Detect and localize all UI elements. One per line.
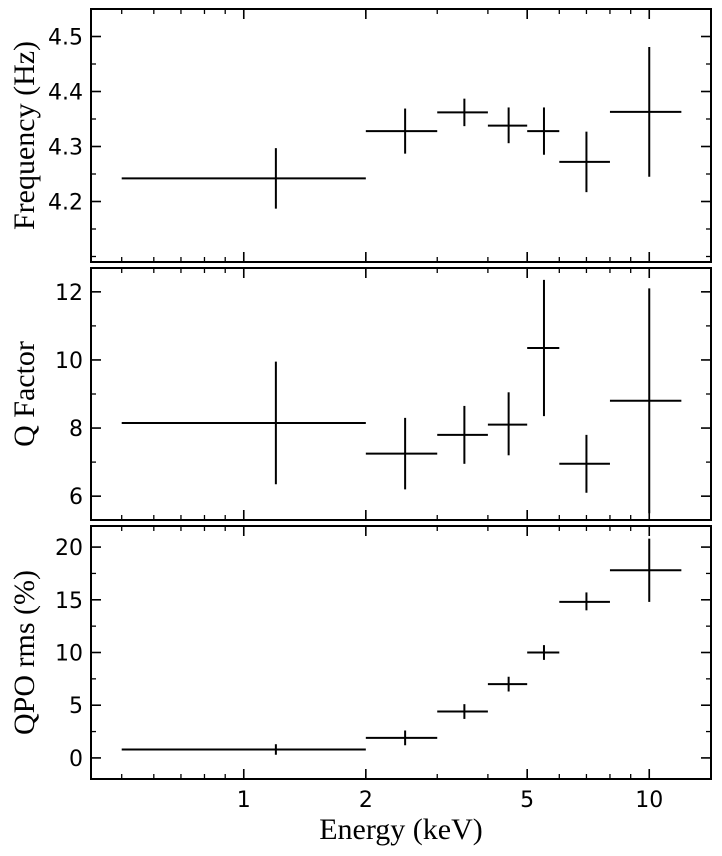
- y-tick-label: 10: [55, 642, 83, 667]
- y-tick-label: 4.2: [48, 191, 83, 216]
- panel-3: 0 5 10 15 20 QPO rms (%) 1 2 5 10 Energy (keV): [8, 525, 712, 846]
- x-tick-label: 1: [237, 788, 251, 813]
- data-point: [609, 538, 682, 602]
- y-axis-label: Frequency (Hz): [8, 41, 41, 230]
- y-tick-label: 20: [55, 536, 83, 561]
- y-tick-label: 10: [55, 349, 83, 374]
- y-tick-label: 12: [55, 281, 83, 306]
- x-tick-label: 5: [520, 788, 534, 813]
- plot-frame: [90, 8, 712, 263]
- data-point: [487, 676, 528, 692]
- y-tick-label: 5: [69, 694, 83, 719]
- y-tick-label: 4.3: [48, 136, 83, 161]
- y-tick-label: 0: [69, 747, 83, 772]
- panel-1: 4.2 4.3 4.4 4.5 Frequency (Hz): [8, 8, 712, 263]
- data-point: [609, 288, 682, 514]
- panel-2: 6 8 10 12 Q Factor: [8, 267, 712, 521]
- data-point: [437, 405, 488, 464]
- data-point: [609, 46, 682, 177]
- data-point: [487, 107, 528, 144]
- x-tick-label: 2: [359, 788, 373, 813]
- y-axis-label: QPO rms (%): [8, 570, 41, 735]
- data-point: [121, 361, 366, 485]
- data-point: [365, 108, 438, 154]
- y-tick-label: 15: [55, 589, 83, 614]
- data-point: [559, 592, 610, 611]
- plot-frame: [90, 525, 712, 780]
- data-point: [437, 98, 488, 127]
- y-tick-label: 4.4: [48, 81, 83, 106]
- data-point: [437, 704, 488, 719]
- data-point: [527, 279, 560, 417]
- x-axis-label: Energy (keV): [319, 813, 483, 846]
- data-point: [527, 645, 560, 660]
- y-axis-label: Q Factor: [8, 341, 41, 447]
- plot-frame: [90, 267, 712, 521]
- data-point: [559, 434, 610, 493]
- data-point: [487, 392, 528, 456]
- data-point: [527, 107, 560, 155]
- data-point: [365, 730, 438, 746]
- y-tick-label: 4.5: [48, 26, 83, 51]
- x-tick-label: 10: [635, 788, 663, 813]
- y-tick-label: 8: [69, 417, 83, 442]
- data-point: [121, 148, 366, 209]
- data-point: [559, 131, 610, 193]
- y-tick-label: 6: [69, 485, 83, 510]
- data-point: [365, 417, 438, 490]
- data-point: [121, 744, 366, 755]
